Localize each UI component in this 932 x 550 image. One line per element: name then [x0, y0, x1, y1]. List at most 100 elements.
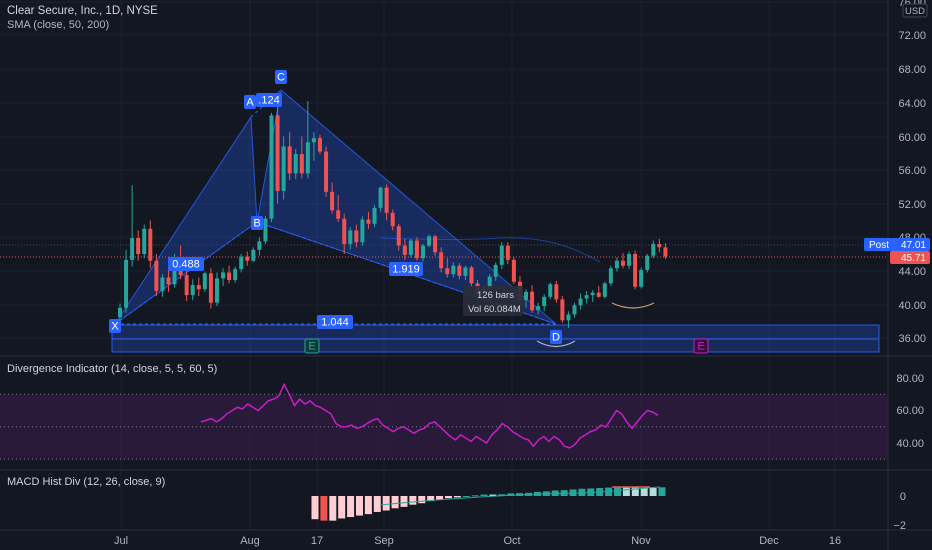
post-value: 47.01: [901, 240, 926, 251]
price-tick: 44.00: [898, 266, 926, 278]
candle-body: [251, 249, 256, 261]
candle-body: [639, 269, 644, 287]
time-label: Nov: [631, 535, 651, 547]
candle-body: [257, 241, 262, 250]
macd-bar: [489, 494, 497, 496]
macd-bar: [507, 493, 515, 496]
price-tick: 36.00: [898, 333, 926, 345]
candle-body: [427, 236, 432, 246]
point-b-label: B: [253, 218, 260, 230]
macd-bar: [373, 496, 381, 512]
candle-body: [548, 284, 553, 297]
candle-body: [360, 219, 365, 243]
candle-body: [299, 154, 304, 174]
macd-pane: [311, 486, 666, 521]
target-e-label-1: E: [308, 341, 315, 353]
candle-body: [148, 228, 153, 261]
macd-bar: [347, 496, 355, 518]
candle-body: [627, 254, 632, 266]
candle-body: [645, 255, 650, 270]
sma-indicator-label[interactable]: SMA (close, 50, 200): [7, 19, 110, 31]
candle-body: [633, 254, 638, 287]
target-e-label-1-box: [304, 338, 320, 354]
macd-bar: [480, 494, 488, 496]
candle-body: [366, 219, 371, 224]
macd-tick: −2: [893, 520, 906, 532]
macd-bar: [320, 496, 328, 521]
time-label: 17: [311, 535, 323, 547]
macd-bar: [418, 496, 426, 504]
divergence-line: [200, 382, 659, 449]
candle-body: [402, 245, 407, 255]
divergence-title[interactable]: Divergence Indicator (14, close, 5, 5, 6…: [7, 363, 218, 375]
last-value: 45.71: [901, 253, 926, 264]
candle-body: [439, 252, 444, 269]
macd-bar: [427, 496, 435, 502]
candle-body: [596, 292, 601, 297]
candle-body: [590, 292, 595, 296]
currency-label: USD: [905, 6, 925, 17]
ratio-xb-label-box: [168, 257, 204, 271]
macd-bar: [498, 494, 506, 496]
macd-tick: 0: [900, 491, 906, 503]
candle-body: [433, 236, 438, 253]
macd-bar: [622, 487, 630, 496]
time-axis[interactable]: Jul Aug 17 Sep Oct Nov Dec 16: [114, 535, 841, 547]
time-label: Jul: [114, 535, 128, 547]
candle-body: [221, 272, 226, 279]
macd-bar: [444, 496, 452, 499]
candle-body: [487, 276, 492, 289]
candle-body: [160, 277, 165, 291]
point-b-label-box: [251, 216, 263, 230]
time-label: Dec: [759, 535, 779, 547]
macd-bar: [631, 487, 639, 496]
point-x-label: X: [111, 321, 119, 333]
point-a-label: A: [246, 97, 254, 109]
candle-body: [384, 187, 389, 213]
macd-bar: [382, 496, 390, 511]
macd-bar: [364, 496, 372, 515]
macd-bar: [355, 496, 363, 516]
chart-title: Clear Secure, Inc., 1D, NYSE: [7, 5, 158, 17]
candle-body: [408, 240, 413, 255]
candle-body: [311, 138, 316, 143]
macd-bar: [436, 496, 444, 500]
price-axis[interactable]: 76.0072.0068.0064.0060.0056.0052.0048.00…: [864, 0, 930, 532]
xb-line: [114, 221, 258, 325]
point-d-label: D: [552, 332, 560, 344]
info-volume: Vol 60.084M: [468, 304, 521, 315]
target-e-label-2: E: [697, 341, 704, 353]
ratio-bd-label: 1.919: [392, 264, 420, 276]
macd-bar: [338, 496, 346, 519]
currency-box: [902, 3, 928, 18]
last-price-tag: [890, 251, 930, 264]
candle-body: [390, 212, 395, 227]
candle-body: [469, 267, 474, 284]
macd-bar: [400, 496, 408, 507]
macd-bar: [409, 496, 417, 505]
point-c-label-box: [275, 70, 287, 84]
post-label: Post: [869, 240, 889, 251]
candle-body: [614, 260, 619, 269]
divergence-tick: 40.00: [896, 438, 924, 450]
point-c-label: C: [277, 72, 285, 84]
price-tick: 68.00: [898, 64, 926, 76]
candle-body: [118, 307, 122, 317]
candle-body: [166, 277, 171, 285]
candle-body: [130, 238, 135, 260]
candle-body: [530, 291, 535, 311]
macd-bar: [658, 487, 666, 496]
candle-body: [572, 305, 577, 315]
candle-body: [372, 207, 377, 224]
xab-triangle: [114, 115, 258, 325]
candle-body: [542, 296, 547, 307]
candle-body: [524, 291, 529, 301]
candle-body: [554, 284, 559, 300]
candle-body: [293, 154, 298, 174]
macd-title[interactable]: MACD Hist Div (12, 26, close, 9): [7, 476, 166, 488]
ratio-bd-label-box: [389, 262, 423, 276]
point-d-label-box: [550, 330, 562, 344]
candle-body: [499, 245, 504, 265]
candle-body: [378, 187, 383, 208]
